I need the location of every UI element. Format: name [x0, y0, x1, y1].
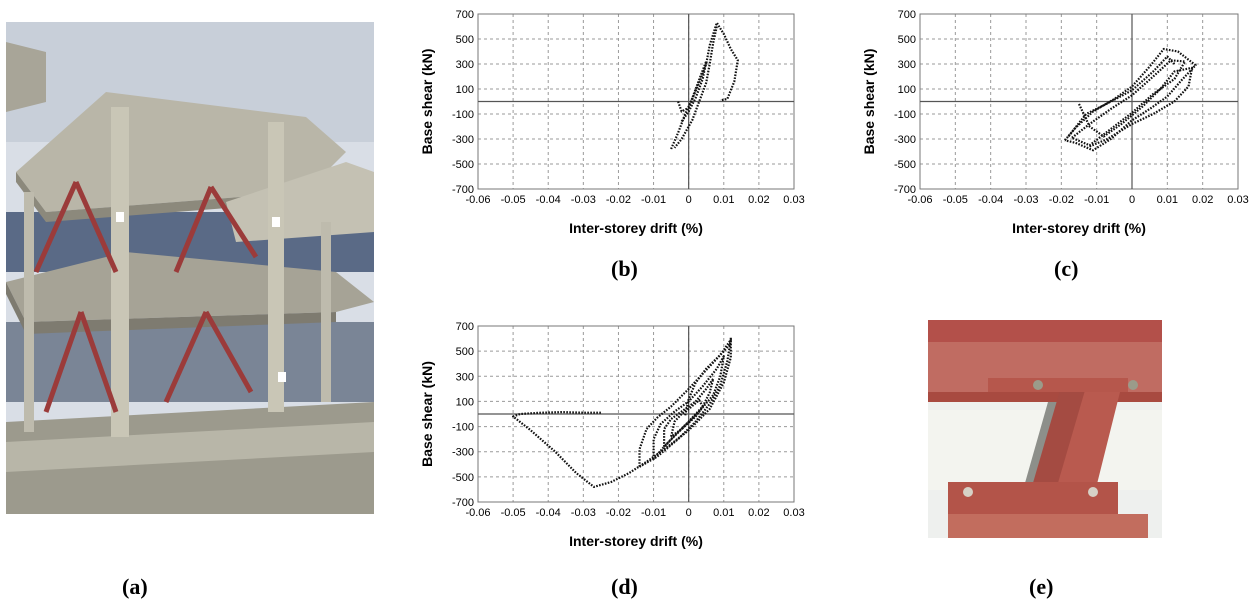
y-tick-label: -100	[894, 109, 916, 121]
x-tick-label: -0.02	[1049, 194, 1074, 206]
y-axis-title: Base shear (kN)	[419, 49, 435, 155]
y-axis-title: Base shear (kN)	[861, 49, 877, 155]
panel-label-b: (b)	[611, 256, 638, 281]
x-tick-label: -0.05	[501, 194, 526, 206]
chart-c: -0.06 -0.05 -0.04 -0.03 -0.02 -0.01 0 0.01 0.02 0…	[861, 9, 1249, 236]
y-tick-label: 500	[898, 34, 916, 46]
x-tick-label: -0.01	[641, 194, 666, 206]
y-tick-label: -300	[894, 134, 916, 146]
hysteresis-loop	[512, 337, 732, 488]
x-tick-label: 0.02	[1192, 194, 1213, 206]
panel-label-d: (d)	[611, 574, 638, 599]
y-tick-label: 300	[456, 371, 474, 383]
photo-brace-connection	[928, 320, 1162, 538]
x-tick-label: -0.01	[641, 507, 666, 519]
hysteresis-loop	[1078, 66, 1194, 148]
x-axis-title: Inter-storey drift (%)	[569, 533, 703, 549]
x-tick-label: -0.02	[606, 194, 631, 206]
panel-label-a: (a)	[122, 574, 148, 599]
y-tick-label: -500	[894, 159, 916, 171]
x-tick-label: 0	[1129, 194, 1135, 206]
y-tick-label: -300	[452, 447, 474, 459]
x-tick-label: -0.05	[943, 194, 968, 206]
y-tick-label: 100	[456, 84, 474, 96]
y-tick-label: 100	[456, 396, 474, 408]
y-axis-title: Base shear (kN)	[419, 361, 435, 467]
y-tick-label: -700	[894, 184, 916, 196]
y-tick-label: 700	[456, 321, 474, 333]
x-tick-label: -0.06	[465, 507, 490, 519]
y-tick-label: 700	[898, 9, 916, 21]
panel-label-e: (e)	[1029, 574, 1054, 599]
x-tick-label: 0.03	[1227, 194, 1248, 206]
x-tick-label: 0.02	[748, 194, 769, 206]
photo-test-building	[6, 22, 374, 514]
x-tick-label: 0.02	[748, 507, 769, 519]
panel-label-c: (c)	[1054, 256, 1079, 281]
hysteresis-loop	[677, 60, 708, 123]
x-axis-title: Inter-storey drift (%)	[569, 220, 703, 236]
x-tick-label: 0.03	[783, 507, 804, 519]
x-tick-label: 0.01	[713, 507, 734, 519]
x-tick-label: 0	[686, 194, 692, 206]
y-tick-label: 300	[898, 59, 916, 71]
x-tick-label: 0.03	[783, 194, 804, 206]
y-tick-label: -500	[452, 159, 474, 171]
hysteresis-loop	[670, 21, 739, 150]
y-tick-label: 500	[456, 346, 474, 358]
x-tick-label: -0.06	[465, 194, 490, 206]
x-tick-label: -0.03	[571, 507, 596, 519]
y-tick-label: -100	[452, 422, 474, 434]
x-tick-label: -0.04	[978, 194, 1003, 206]
y-tick-label: 500	[456, 34, 474, 46]
y-tick-label: 100	[898, 84, 916, 96]
hysteresis-loop	[1071, 59, 1187, 147]
x-tick-label: -0.03	[1013, 194, 1038, 206]
x-tick-label: -0.04	[536, 194, 561, 206]
hysteresis-loop	[638, 338, 732, 468]
x-tick-label: 0.01	[1157, 194, 1178, 206]
hysteresis-loop	[1067, 55, 1176, 138]
x-axis-title: Inter-storey drift (%)	[1012, 220, 1146, 236]
building-frame-photo-icon	[6, 22, 374, 514]
chart-b: -0.06 -0.05 -0.04 -0.03 -0.02 -0.01 0 0.01 0.02 0…	[419, 9, 805, 236]
x-tick-label: -0.06	[907, 194, 932, 206]
y-tick-label: 700	[456, 9, 474, 21]
x-tick-label: 0.01	[713, 194, 734, 206]
hysteresis-loop	[673, 26, 718, 149]
x-tick-label: -0.02	[606, 507, 631, 519]
y-tick-label: -100	[452, 109, 474, 121]
y-tick-label: 300	[456, 59, 474, 71]
y-tick-label: -300	[452, 134, 474, 146]
x-tick-label: -0.05	[501, 507, 526, 519]
hysteresis-loop	[684, 342, 732, 416]
y-tick-label: -700	[452, 497, 474, 509]
y-tick-label: -700	[452, 184, 474, 196]
x-tick-label: 0	[686, 507, 692, 519]
x-tick-label: -0.04	[536, 507, 561, 519]
y-tick-label: -500	[452, 472, 474, 484]
steel-brace-connection-photo-icon	[928, 320, 1162, 538]
x-tick-label: -0.01	[1084, 194, 1109, 206]
hysteresis-loop	[1064, 47, 1197, 152]
hysteresis-loop	[670, 399, 704, 438]
x-tick-label: -0.03	[571, 194, 596, 206]
chart-d: -0.06 -0.05 -0.04 -0.03 -0.02 -0.01 0 0.01 0.02 0…	[419, 321, 805, 549]
